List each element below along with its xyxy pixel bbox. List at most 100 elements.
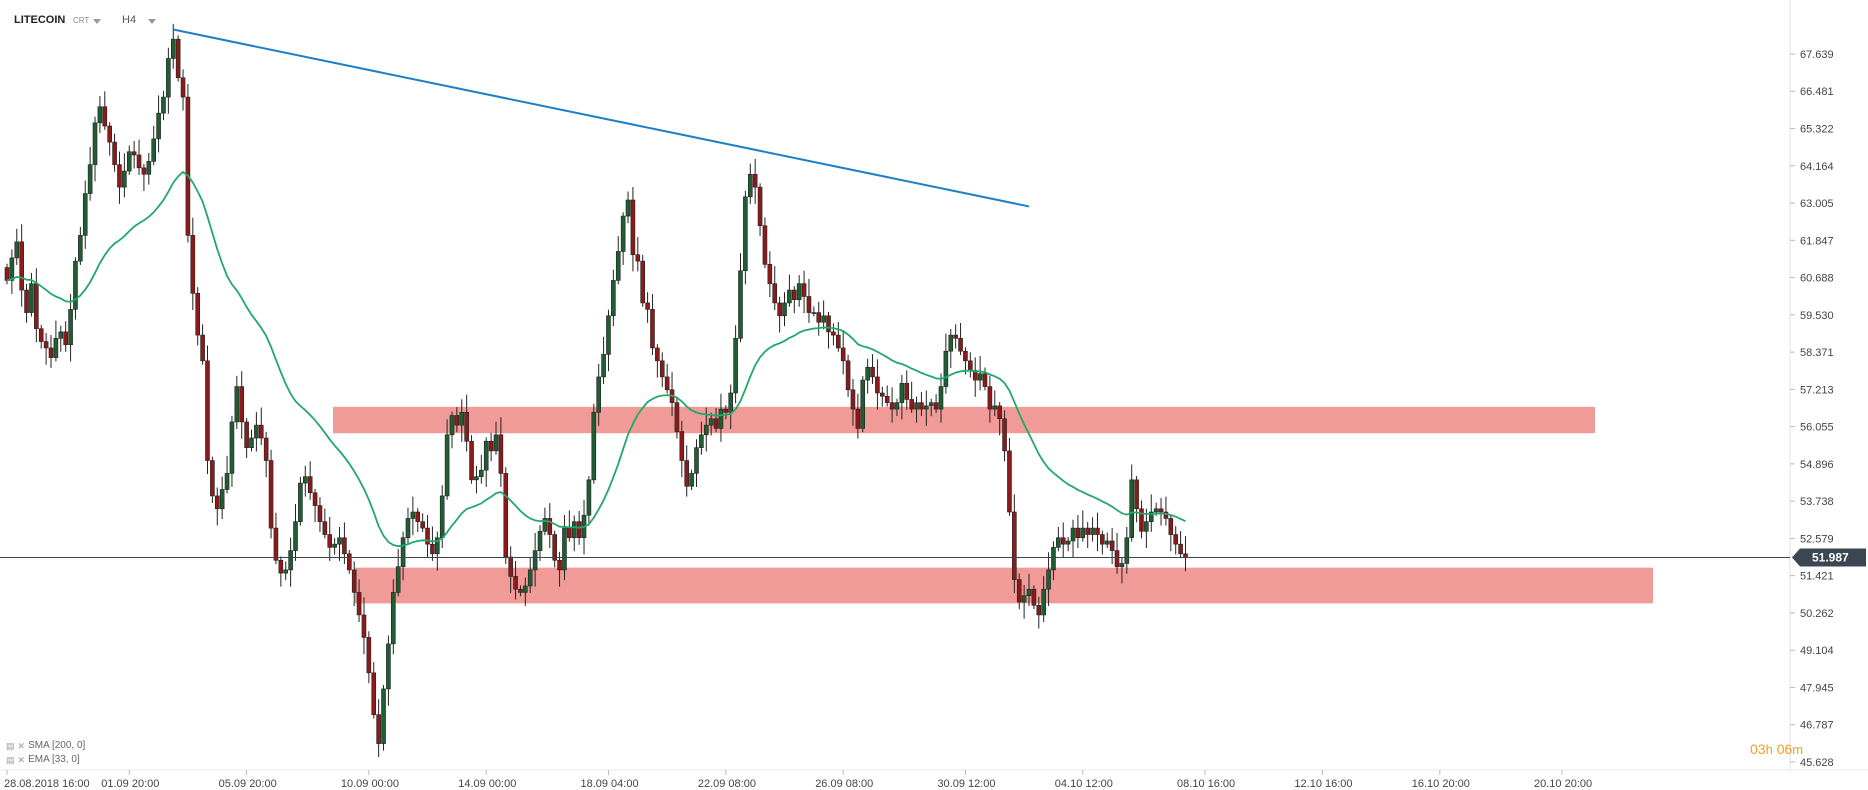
candle-bull[interactable] <box>97 106 103 124</box>
candle-bear[interactable] <box>953 334 958 339</box>
candle-bear[interactable] <box>659 360 665 378</box>
candle-bear[interactable] <box>723 408 729 413</box>
candle-bull[interactable] <box>1051 547 1056 571</box>
candle-bear[interactable] <box>674 402 680 432</box>
candle-bear[interactable] <box>454 415 460 426</box>
candle-bull[interactable] <box>992 405 998 410</box>
candle-bull[interactable] <box>166 58 171 98</box>
candle-bear[interactable] <box>1163 511 1169 519</box>
candle-bull[interactable] <box>53 338 59 358</box>
candle-bear[interactable] <box>1002 418 1007 452</box>
candle-bull[interactable] <box>914 402 919 410</box>
candle-bear[interactable] <box>420 521 425 529</box>
candle-bull[interactable] <box>254 424 259 439</box>
price-zone[interactable] <box>333 406 1595 434</box>
candle-bull[interactable] <box>928 402 934 407</box>
candle-bull[interactable] <box>332 543 337 548</box>
candle-bull[interactable] <box>1046 569 1051 590</box>
candle-bull[interactable] <box>620 215 626 252</box>
candle-bull[interactable] <box>449 415 455 436</box>
candle-bull[interactable] <box>14 241 20 259</box>
candle-bull[interactable] <box>151 138 156 162</box>
candle-bull[interactable] <box>747 173 753 198</box>
candle-bear[interactable] <box>1158 508 1164 513</box>
candle-bear[interactable] <box>1012 511 1017 580</box>
candle-bear[interactable] <box>1031 588 1037 606</box>
candle-bull[interactable] <box>625 199 631 217</box>
candle-bull[interactable] <box>796 283 802 301</box>
candle-bear[interactable] <box>831 331 836 336</box>
candle-bull[interactable] <box>78 235 83 262</box>
candle-bear[interactable] <box>1134 479 1139 510</box>
candle-bear[interactable] <box>1007 450 1012 513</box>
ema-line[interactable] <box>6 170 1186 548</box>
close-icon[interactable]: ✕ <box>17 741 26 751</box>
candle-bear[interactable] <box>1168 518 1174 535</box>
candle-bear[interactable] <box>576 521 582 539</box>
candle-bear[interactable] <box>136 154 142 169</box>
candle-bear[interactable] <box>366 637 372 674</box>
candle-bull[interactable] <box>288 550 293 571</box>
candle-bear[interactable] <box>567 527 572 539</box>
candle-bull[interactable] <box>899 383 905 403</box>
candle-bear[interactable] <box>185 96 191 236</box>
candle-bull[interactable] <box>1065 540 1071 545</box>
candle-bear[interactable] <box>469 440 474 481</box>
candle-bull[interactable] <box>743 196 748 272</box>
candle-bear[interactable] <box>190 235 196 294</box>
price-type-label[interactable]: CRT <box>73 16 90 25</box>
candle-bull[interactable] <box>293 521 298 551</box>
candle-bull[interactable] <box>586 479 592 516</box>
chevron-down-icon[interactable] <box>93 19 101 24</box>
candle-bear[interactable] <box>278 559 284 574</box>
candle-bull[interactable] <box>1148 511 1154 522</box>
candle-bull[interactable] <box>444 434 450 497</box>
candle-bull[interactable] <box>1070 527 1076 542</box>
candle-bull[interactable] <box>73 260 78 310</box>
candle-bull[interactable] <box>865 366 870 381</box>
candle-bull[interactable] <box>811 312 817 314</box>
candle-bear[interactable] <box>630 199 636 255</box>
candle-bull[interactable] <box>894 402 900 410</box>
candle-bull[interactable] <box>337 537 342 545</box>
candle-bull[interactable] <box>1090 527 1095 535</box>
candle-bear[interactable] <box>1095 527 1100 535</box>
candle-bear[interactable] <box>258 424 264 439</box>
candle-bull[interactable] <box>1144 521 1149 532</box>
candle-bear[interactable] <box>835 334 841 349</box>
settings-icon[interactable]: ▤ <box>6 741 15 751</box>
candle-bear[interactable] <box>909 399 914 410</box>
candle-bear[interactable] <box>210 460 215 497</box>
candle-bear[interactable] <box>884 395 890 403</box>
candle-bear[interactable] <box>205 360 210 461</box>
candle-bear[interactable] <box>757 186 763 227</box>
candle-bear[interactable] <box>346 553 352 571</box>
candle-bear[interactable] <box>655 347 660 362</box>
candle-bull[interactable] <box>126 151 132 172</box>
candle-bull[interactable] <box>821 315 826 323</box>
candle-bear[interactable] <box>826 315 831 333</box>
candle-bull[interactable] <box>1153 508 1159 513</box>
candle-bear[interactable] <box>772 283 778 304</box>
candle-bear[interactable] <box>195 292 201 336</box>
candle-bear[interactable] <box>415 511 421 522</box>
candle-bear[interactable] <box>801 283 807 297</box>
candle-bear[interactable] <box>845 360 851 391</box>
candle-bear[interactable] <box>645 302 650 310</box>
candle-bear[interactable] <box>880 392 885 397</box>
candle-bear[interactable] <box>498 434 504 474</box>
candle-bull[interactable] <box>1129 479 1134 539</box>
candle-bear[interactable] <box>850 389 856 410</box>
settings-icon[interactable]: ▤ <box>6 755 15 765</box>
candle-bull[interactable] <box>1056 537 1061 548</box>
candle-bear[interactable] <box>356 592 362 616</box>
candle-bear[interactable] <box>312 492 318 506</box>
candle-bull[interactable] <box>82 193 88 236</box>
candle-bear[interactable] <box>19 241 24 291</box>
candle-bear[interactable] <box>263 437 269 461</box>
candle-bear[interactable] <box>963 350 968 362</box>
candle-bear[interactable] <box>307 476 313 494</box>
candle-bull[interactable] <box>87 164 93 194</box>
candle-bear[interactable] <box>752 173 758 188</box>
